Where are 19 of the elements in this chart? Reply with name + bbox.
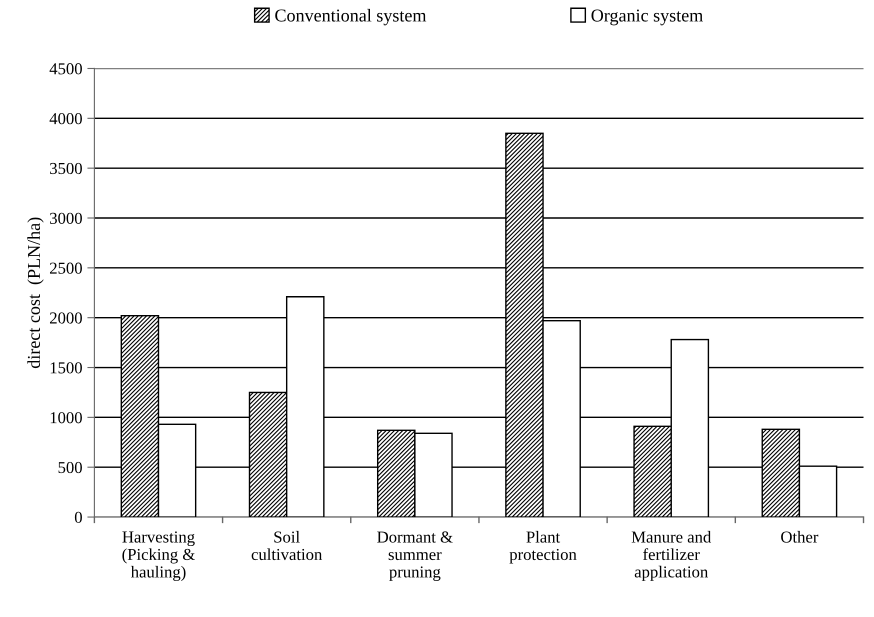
y-tick-label: 2000 (50, 312, 82, 324)
y-tick-label: 1000 (50, 412, 82, 424)
x-tick-label: Manure and fertilizer application (632, 530, 712, 581)
y-tick-label: 2500 (50, 262, 82, 274)
y-tick-label: 3000 (50, 212, 82, 224)
x-tick-label: Plant protection (510, 530, 577, 564)
x-tick-label: Soil cultivation (252, 530, 322, 560)
y-tick-label: 0 (74, 512, 82, 523)
x-tick-label: Harvesting (Picking & hauling) (122, 531, 195, 581)
y-tick-label: 4000 (50, 113, 82, 124)
legend-label: Organic system (592, 9, 703, 26)
x-tick-label: Other (781, 530, 818, 543)
y-axis-title: direct cost (PLN/ha) (27, 218, 44, 368)
y-tick-label: 500 (58, 462, 82, 474)
y-tick-label: 3500 (50, 162, 82, 174)
legend-label: Conventional system (275, 8, 426, 26)
x-tick-label: Dormant & summer pruning (377, 531, 453, 581)
y-tick-label: 1500 (50, 362, 82, 374)
y-tick-label: 4500 (50, 63, 82, 74)
